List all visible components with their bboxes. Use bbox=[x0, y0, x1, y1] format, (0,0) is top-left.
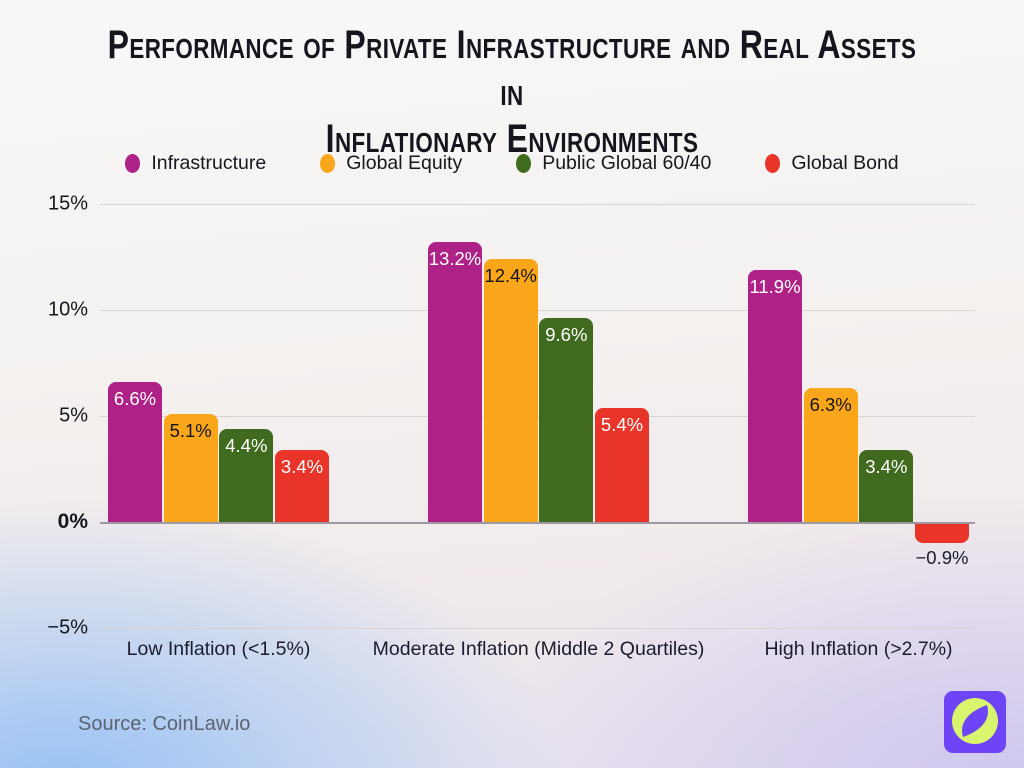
gridline bbox=[100, 204, 975, 205]
y-axis-tick-label: −5% bbox=[47, 616, 88, 639]
bar-value-label: 4.4% bbox=[225, 434, 268, 456]
plot-area: 15% 10% 5% 0% −5% 6.6% 5.1% 4.4% 3.4% Low Inflati… bbox=[47, 193, 975, 675]
chart-bar: 13.2% bbox=[428, 242, 482, 522]
bar-value-label: 11.9% bbox=[749, 275, 801, 297]
chart-bar: 6.3% bbox=[803, 388, 858, 522]
chart-bar: −0.9% bbox=[915, 524, 969, 568]
bar-value-label: 6.3% bbox=[809, 394, 852, 416]
chart-bar: 6.6% bbox=[108, 382, 162, 522]
chart-bar: 11.9% bbox=[748, 269, 802, 522]
source-caption: Source: CoinLaw.io bbox=[78, 713, 251, 735]
chart-bar: 3.4% bbox=[275, 449, 329, 522]
chart-bar: 3.4% bbox=[859, 449, 914, 522]
compass-icon bbox=[944, 691, 1006, 753]
chart-bar: 9.6% bbox=[539, 318, 594, 522]
chart-legend: Infrastructure Global Equity Public Global… bbox=[0, 152, 1024, 175]
x-axis-category-label: High Inflation (>2.7%) bbox=[764, 638, 953, 660]
gridline bbox=[100, 628, 975, 629]
legend-marker-icon bbox=[125, 154, 141, 173]
chart-bar: 12.4% bbox=[483, 259, 538, 522]
chart-title: Performance of Private Infrastructure an… bbox=[102, 22, 921, 164]
chart-title-line2: Inflationary Environments bbox=[325, 117, 699, 162]
legend-label: Infrastructure bbox=[151, 152, 267, 174]
legend-item: Global Equity bbox=[320, 152, 462, 175]
legend-marker-icon bbox=[765, 154, 781, 173]
legend-marker-icon bbox=[320, 154, 336, 173]
legend-marker-icon bbox=[516, 154, 532, 173]
chart-bar: 4.4% bbox=[219, 428, 274, 522]
bar-value-label: 3.4% bbox=[280, 455, 324, 477]
x-axis-category-label: Moderate Inflation (Middle 2 Quartiles) bbox=[372, 638, 705, 660]
chart-bar: 5.1% bbox=[163, 413, 218, 522]
x-axis-category-label: Low Inflation (<1.5%) bbox=[126, 638, 311, 660]
coinlaw-logo bbox=[944, 691, 1006, 753]
bar-value-label: 13.2% bbox=[428, 248, 482, 270]
x-axis-line bbox=[100, 522, 975, 524]
legend-item: Infrastructure bbox=[125, 152, 266, 175]
bar-value-label: 5.1% bbox=[169, 419, 212, 441]
y-axis-tick-label: 10% bbox=[47, 298, 88, 321]
bar-value-label: 3.4% bbox=[865, 455, 908, 477]
bar-value-label: 6.6% bbox=[113, 388, 157, 410]
chart-title-line1: Performance of Private Infrastructure an… bbox=[107, 23, 917, 115]
bar-value-label: 9.6% bbox=[545, 324, 588, 346]
y-axis-tick-label: 0% bbox=[57, 510, 88, 533]
bar-value-label: −0.9% bbox=[915, 547, 969, 569]
chart-bar: 5.4% bbox=[595, 407, 649, 522]
legend-item: Public Global 60/40 bbox=[516, 152, 711, 175]
bar-value-label: 12.4% bbox=[484, 265, 537, 287]
legend-label: Global Equity bbox=[346, 152, 463, 174]
legend-item: Global Bond bbox=[765, 152, 899, 175]
legend-label: Global Bond bbox=[791, 152, 899, 174]
y-axis-tick-label: 15% bbox=[47, 192, 88, 215]
y-axis-tick-label: 5% bbox=[59, 404, 88, 427]
bar-value-label: 5.4% bbox=[600, 413, 644, 435]
legend-label: Public Global 60/40 bbox=[542, 152, 712, 174]
